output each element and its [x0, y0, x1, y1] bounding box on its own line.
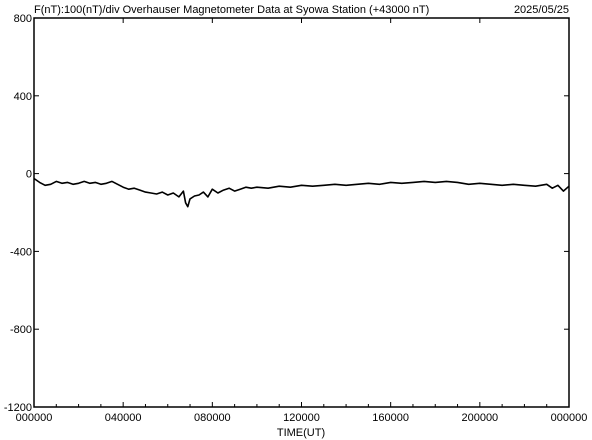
x-tick-label: 040000 — [105, 412, 142, 424]
x-tick-label: 160000 — [372, 412, 409, 424]
y-tick-label: 400 — [14, 91, 32, 103]
y-tick-label: -1200 — [4, 402, 32, 414]
x-tick-label: 080000 — [194, 412, 231, 424]
y-tick-label: -800 — [10, 324, 32, 336]
x-tick-label: 200000 — [461, 412, 498, 424]
y-tick-label: 800 — [14, 13, 32, 25]
chart-title: F(nT):100(nT)/div Overhauser Magnetomete… — [34, 4, 429, 16]
y-tick-label: 0 — [26, 169, 32, 181]
x-tick-label: 000000 — [551, 412, 588, 424]
plot-frame — [33, 17, 570, 408]
x-axis: 000000 040000 080000 120000 160000 200000 0000… — [16, 18, 588, 424]
x-axis-label: TIME(UT) — [277, 427, 325, 439]
chart-date: 2025/05/25 — [514, 4, 569, 16]
y-axis: 800 400 0 -400 -800 -1200 — [4, 13, 569, 414]
y-tick-label: -400 — [10, 246, 32, 258]
x-tick-label: 000000 — [16, 412, 53, 424]
series-line-total-field — [33, 177, 570, 208]
x-tick-label: 120000 — [283, 412, 320, 424]
